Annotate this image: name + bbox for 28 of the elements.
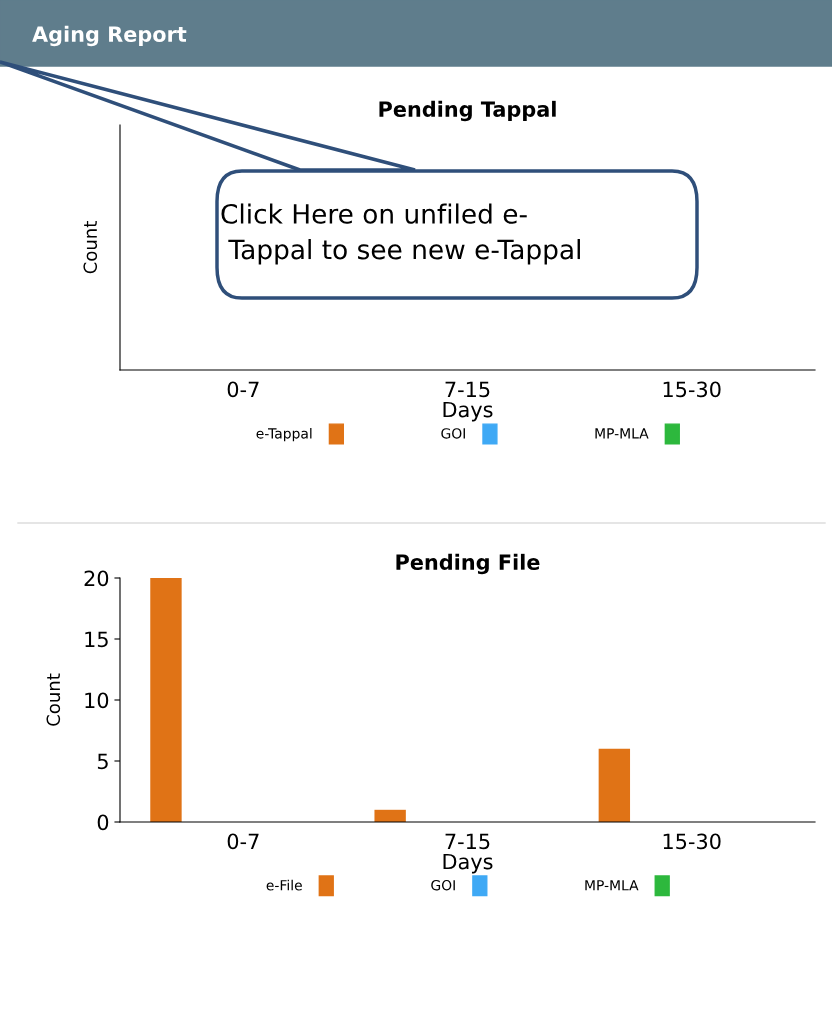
x-tick-label: 0-7: [227, 833, 259, 850]
text: Days: [443, 401, 493, 422]
y-tick-label: 5: [97, 753, 108, 770]
category-label: 15-30: [663, 381, 721, 398]
y-tick-label: 20: [84, 570, 109, 587]
legend-label: MP-MLA: [585, 880, 639, 891]
text: Pending Tappal: [379, 100, 556, 122]
y-axis-title: Count: [46, 673, 61, 726]
text: Aging Report: [32, 25, 187, 47]
bar: [374, 809, 406, 822]
legend-label: e-File: [266, 879, 302, 891]
bar: [150, 578, 182, 822]
text: Click Here on unfiled e- Tappal to see new e-Tappal: [221, 203, 580, 265]
chart-title: Pending File: [396, 553, 540, 575]
x-tick-label: 15-30: [663, 833, 721, 850]
bar: [598, 748, 631, 822]
x-tick-label: 7-15: [445, 833, 490, 850]
y-tick-label: 15: [85, 631, 108, 648]
legend-label: e-Tappal: [256, 427, 312, 442]
legend-label: GOI: [431, 879, 455, 891]
legend-label: GOI: [441, 428, 465, 439]
x-axis-title: Days: [443, 853, 493, 874]
text: Count: [83, 221, 98, 274]
y-tick-label: 10: [85, 692, 109, 709]
y-tick-label: 0: [97, 814, 109, 831]
category-label: 7-15: [445, 381, 490, 398]
category-label: 0-7: [227, 381, 259, 398]
legend-label: MP-MLA: [595, 428, 649, 439]
